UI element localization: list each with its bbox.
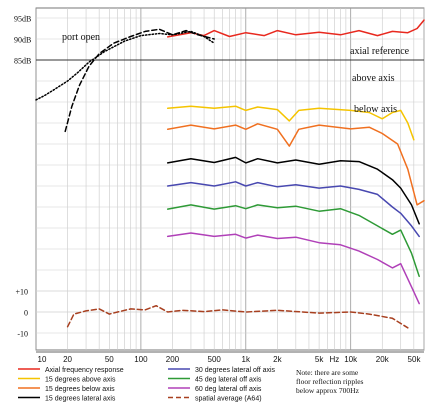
x-tick-label: 20 [63,355,72,364]
series-15-degrees-lateral-axis [166,156,420,225]
annotation-axial-reference: axial reference [350,46,410,57]
x-tick-label: 5k [315,355,324,364]
annotation-note: Note: there are some [296,368,359,377]
x-tick-label: 1k [242,355,251,364]
annotation-below-axis: below axis [354,104,397,115]
x-tick-label: 50 [105,355,114,364]
x-tick-label: 500 [208,355,222,364]
y-axis-labels: 95dB 90dB 85dB +10 0 -10 [14,15,31,339]
annotation-note: below approx 700Hz [296,386,360,395]
annotation-port-open: port open [62,32,100,43]
series-spatial-average-a64 [66,304,409,329]
y-tick-label: 90dB [14,36,31,45]
series-30-degrees-lateral-off-axis [166,181,420,238]
x-tick-label: 2k [273,355,282,364]
annotation-note: floor reflection ripples [296,377,364,386]
series-axial-frequency-response [166,19,425,38]
series-lines [35,19,425,329]
y-tick-label: 95dB [14,15,31,24]
x-tick-label: 50k [408,355,422,364]
x-axis-labels: 10 20 50 100 200 500 1k 2k 5k 10k 20k 50k Hz [38,355,422,364]
legend-label: 15 degrees above axis [45,377,116,384]
series-15-degrees-below-axis [166,123,425,206]
series-45-deg-lateral-off-axis [166,204,420,278]
series-60-deg-lateral-off-axis [166,232,420,305]
series-line-8 [64,28,215,133]
x-tick-label: 10k [344,355,358,364]
legend-label: 60 deg lateral off axis [195,386,262,393]
x-tick-label: 100 [134,355,148,364]
legend-label: 15 degrees below axis [45,386,115,393]
x-tick-label: 20k [376,355,390,364]
legend-label: 15 degrees lateral axis [45,396,116,403]
legend-label: spatial average (A64) [195,396,262,403]
annotation-above-axis: above axis [352,73,395,84]
series-line-9 [35,30,215,101]
y-tick-label: 85dB [14,57,31,66]
series-15-degrees-above-axis [166,105,415,141]
x-tick-label: 10 [38,355,47,364]
y-tick-label: 0 [24,309,28,318]
x-unit-label: Hz [330,355,340,364]
legend-label: 45 deg lateral off axis [195,377,262,384]
plot-frame [35,7,425,351]
grid [35,7,425,353]
y-tick-label: -10 [17,330,28,339]
x-tick-label: 200 [166,355,180,364]
annotations: port open axial reference above axis below … [62,32,410,395]
legend: Axial frequency response 15 degrees above… [18,367,276,403]
legend-label: Axial frequency response [45,367,124,374]
y-tick-label: +10 [15,288,28,297]
legend-label: 30 degrees lateral off axis [195,367,276,374]
